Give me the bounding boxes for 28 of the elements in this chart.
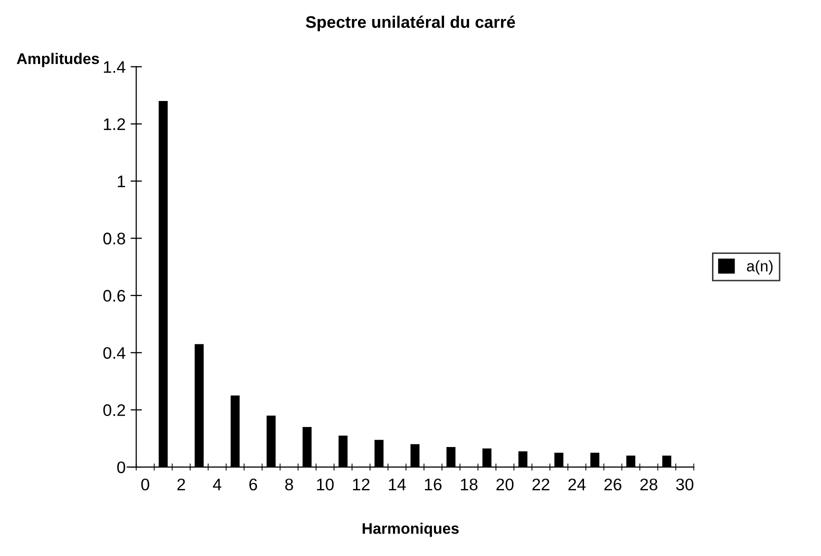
legend-label: a(n) (746, 260, 773, 274)
y-tick-label: 0.2 (103, 404, 125, 416)
x-tick-label: 14 (389, 478, 406, 490)
y-tick-label: 0.4 (103, 347, 126, 359)
x-tick-label: 28 (640, 478, 658, 490)
y-tick-label: 1.4 (104, 61, 126, 73)
y-tick-label: 0.6 (103, 290, 126, 302)
x-tick-label: 0 (141, 478, 150, 490)
x-tick-label: 22 (532, 478, 550, 490)
x-tick-label: 6 (249, 478, 258, 490)
x-tick-label: 20 (496, 478, 514, 490)
x-tick-label: 12 (353, 478, 370, 490)
y-axis-title: Amplitudes (16, 52, 99, 68)
y-tick-label: 0 (117, 461, 126, 474)
y-tick-label: 0.8 (103, 232, 126, 244)
y-tick-label: 1.2 (104, 118, 125, 130)
x-tick-label: 26 (604, 478, 622, 490)
chart-title: Spectre unilatéral du carré (306, 16, 516, 32)
x-tick-label: 24 (568, 478, 586, 490)
x-tick-label: 18 (460, 478, 478, 490)
x-tick-label: 30 (676, 478, 694, 490)
x-tick-label: 4 (212, 478, 222, 490)
x-axis-title: Harmoniques (362, 522, 459, 537)
x-tick-label: 2 (177, 478, 186, 490)
x-tick-label: 10 (317, 478, 334, 490)
x-tick-label: 16 (424, 478, 442, 490)
y-tick-label: 1 (118, 176, 126, 188)
x-tick-label: 8 (285, 478, 294, 490)
